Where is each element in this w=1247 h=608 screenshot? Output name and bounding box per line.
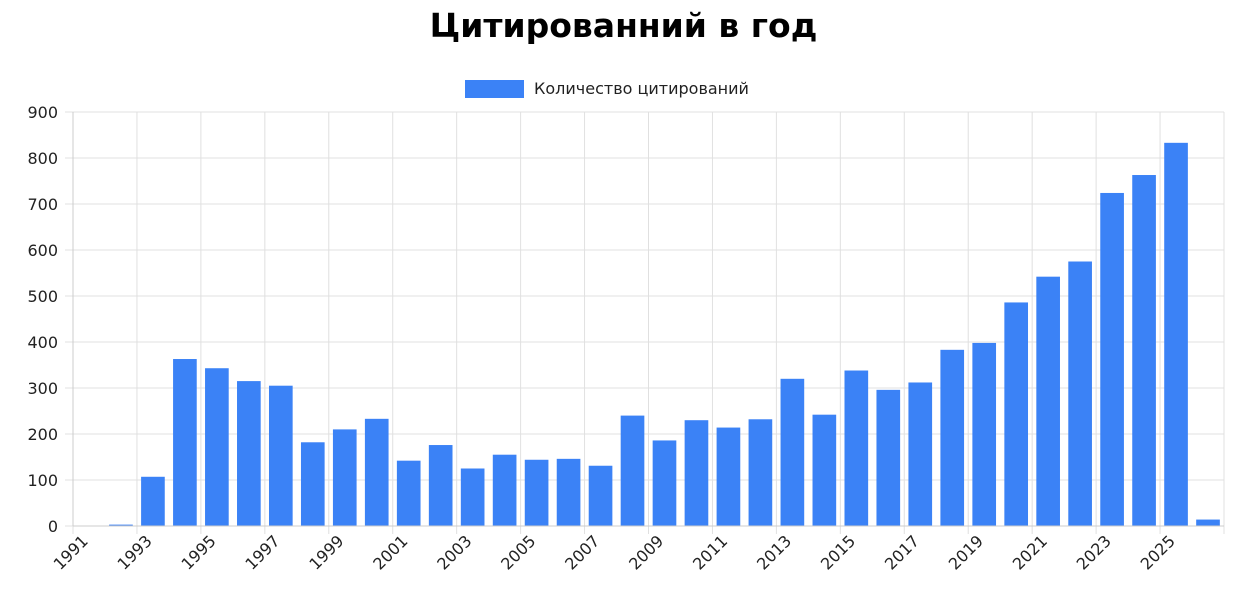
chart-title: Цитированний в год bbox=[429, 6, 818, 45]
bar-2012[interactable] bbox=[748, 419, 773, 526]
bar-2004[interactable] bbox=[492, 454, 517, 526]
bar-1993[interactable] bbox=[141, 476, 165, 526]
bar-2002[interactable] bbox=[428, 445, 453, 526]
bar-2019[interactable] bbox=[972, 342, 997, 526]
x-tick-label: 2009 bbox=[625, 531, 667, 573]
bar-2025[interactable] bbox=[1164, 142, 1188, 526]
bar-2021[interactable] bbox=[1036, 276, 1060, 526]
bar-2003[interactable] bbox=[460, 468, 485, 527]
x-tick-label: 2013 bbox=[753, 531, 795, 573]
bar-2014[interactable] bbox=[812, 414, 837, 526]
x-tick-label: 1999 bbox=[305, 531, 347, 573]
bar-2023[interactable] bbox=[1100, 192, 1124, 526]
y-tick-label: 500 bbox=[27, 287, 58, 306]
y-tick-label: 700 bbox=[27, 195, 58, 214]
y-tick-label: 200 bbox=[27, 425, 58, 444]
bar-2005[interactable] bbox=[524, 459, 549, 526]
bar-2010[interactable] bbox=[684, 420, 709, 526]
bar-1998[interactable] bbox=[300, 442, 325, 526]
bar-1995[interactable] bbox=[205, 368, 229, 526]
y-tick-label: 300 bbox=[27, 379, 58, 398]
bar-2015[interactable] bbox=[844, 370, 869, 526]
bar-1999[interactable] bbox=[332, 429, 357, 526]
bar-1996[interactable] bbox=[237, 381, 261, 526]
x-tick-label: 2007 bbox=[561, 531, 603, 573]
x-tick-label: 2019 bbox=[945, 531, 987, 573]
y-tick-label: 600 bbox=[27, 241, 58, 260]
bar-2001[interactable] bbox=[396, 460, 421, 526]
bar-2009[interactable] bbox=[652, 440, 677, 526]
bar-2024[interactable] bbox=[1132, 175, 1156, 526]
bar-2000[interactable] bbox=[364, 418, 389, 526]
x-tick-label: 1997 bbox=[241, 531, 283, 573]
y-tick-label: 100 bbox=[27, 471, 58, 490]
x-tick-label: 2005 bbox=[497, 531, 539, 573]
x-tick-label: 2001 bbox=[369, 531, 411, 573]
bar-2020[interactable] bbox=[1004, 302, 1029, 526]
bar-2016[interactable] bbox=[876, 389, 901, 526]
x-tick-label: 2003 bbox=[433, 531, 475, 573]
legend[interactable]: Количество цитирований bbox=[465, 79, 749, 98]
x-tick-label: 2023 bbox=[1073, 531, 1115, 573]
bar-2011[interactable] bbox=[716, 427, 741, 526]
y-tick-label: 800 bbox=[27, 149, 58, 168]
bars bbox=[77, 142, 1220, 527]
y-tick-label: 0 bbox=[48, 517, 58, 536]
legend-label: Количество цитирований bbox=[534, 79, 749, 98]
y-tick-label: 900 bbox=[27, 103, 58, 122]
x-tick-label: 2017 bbox=[881, 531, 923, 573]
bar-1994[interactable] bbox=[173, 359, 197, 526]
bar-1992[interactable] bbox=[109, 524, 133, 526]
x-tick-label: 1995 bbox=[177, 531, 219, 573]
x-tick-label: 2011 bbox=[689, 531, 731, 573]
bar-1997[interactable] bbox=[268, 385, 293, 526]
bar-2008[interactable] bbox=[620, 415, 645, 526]
y-tick-label: 400 bbox=[27, 333, 58, 352]
x-tick-label: 1993 bbox=[114, 531, 156, 573]
legend-swatch bbox=[465, 80, 524, 98]
x-tick-label: 2025 bbox=[1137, 531, 1179, 573]
bar-2007[interactable] bbox=[588, 465, 613, 526]
x-tick-label: 1991 bbox=[50, 531, 92, 573]
x-tick-label: 2015 bbox=[817, 531, 859, 573]
bar-2017[interactable] bbox=[908, 382, 933, 526]
bar-2022[interactable] bbox=[1068, 261, 1092, 527]
bar-2013[interactable] bbox=[780, 378, 805, 526]
bar-2026[interactable] bbox=[1196, 519, 1220, 526]
bar-2006[interactable] bbox=[556, 458, 581, 526]
x-tick-label: 2021 bbox=[1009, 531, 1051, 573]
bar-2018[interactable] bbox=[940, 349, 965, 526]
